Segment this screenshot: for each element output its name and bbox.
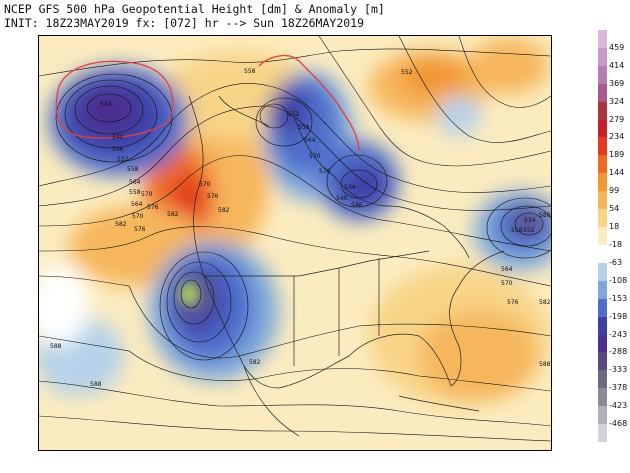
color-swatch (598, 298, 607, 318)
contour-label: 546 (351, 202, 363, 209)
chart-title: NCEP GFS 500 hPa Geopotential Height [dm… (4, 2, 385, 30)
color-swatch (598, 191, 607, 210)
contour-label: 558 (298, 124, 310, 131)
contour-label: 558 (129, 189, 141, 196)
contour-label: 576 (134, 226, 146, 233)
contour-label: 570 (141, 191, 153, 198)
color-swatch (598, 388, 607, 407)
contour-label: 582 (115, 221, 127, 228)
contour-label: 546 (112, 146, 124, 153)
map-svg: 5585345465525585645705765825405585645705… (39, 36, 551, 450)
contour-label: 588 (50, 343, 62, 350)
contour-label: 564 (129, 179, 141, 186)
color-swatch (598, 173, 607, 192)
contour-label: 534 (100, 101, 112, 108)
color-scale-label: 459 (609, 42, 625, 52)
anomaly-map: 558 534 546 552 558 564 570 576 582 540 558 564 570 5… (38, 35, 552, 451)
color-scale-label: 99 (609, 186, 620, 196)
color-swatch (598, 334, 607, 353)
color-scale: 459 414 369 324 279 234 189 144 99 54 18 -18 -63 -108… (598, 30, 630, 448)
contour-label: 534 (524, 217, 536, 224)
color-scale-label: 369 (609, 78, 625, 88)
contour-label: 540 (336, 195, 348, 202)
color-scale-label: -288 (609, 347, 628, 357)
color-scale-label: 234 (609, 132, 625, 142)
contour-label: 570 (501, 280, 513, 287)
color-swatch (598, 262, 607, 282)
color-scale-label: -378 (609, 383, 628, 393)
color-swatch (598, 424, 607, 443)
color-swatch (598, 209, 607, 228)
color-scale-label: 414 (609, 60, 625, 70)
color-swatch (598, 370, 607, 389)
anomaly-fill-layer (39, 38, 551, 406)
color-swatch (598, 280, 607, 300)
contour-label: 582 (539, 299, 551, 306)
contour-label: 558 (127, 166, 139, 173)
color-swatch (598, 83, 607, 103)
title-line-2: INIT: 18Z23MAY2019 fx: [072] hr --> Sun … (4, 16, 365, 30)
title-line-1: NCEP GFS 500 hPa Geopotential Height [dm… (4, 2, 385, 16)
color-scale-label: 189 (609, 150, 625, 160)
color-swatch (598, 227, 607, 246)
contour-label: 582 (167, 211, 179, 218)
color-swatch (598, 155, 607, 174)
contour-label: 582 (249, 359, 261, 366)
color-swatch (598, 30, 607, 49)
contour-label: 576 (207, 193, 219, 200)
contour-label: 552 (401, 69, 413, 76)
contour-label: 588 (539, 212, 551, 219)
color-scale-label: -153 (609, 293, 628, 303)
contour-label: 564 (131, 201, 143, 208)
highlight-contours (55, 54, 360, 152)
contour-label: 582 (218, 207, 230, 214)
color-scale-label: 324 (609, 96, 625, 106)
color-swatch (598, 47, 607, 67)
color-swatch (598, 406, 607, 425)
contour-label: 534 (344, 184, 356, 191)
contour-label: 588 (90, 381, 102, 388)
color-scale-label: -243 (609, 329, 628, 339)
color-scale-label: 279 (609, 114, 625, 124)
contour-label: 570 (132, 213, 144, 220)
contour-label: 570 (199, 181, 211, 188)
contour-label: 558 (244, 68, 256, 75)
color-swatch (598, 137, 607, 156)
contour-label: 570 (309, 153, 321, 160)
color-swatch (598, 316, 607, 335)
color-scale-label: -423 (609, 401, 628, 411)
color-scale-label: 144 (609, 168, 625, 178)
color-scale-label: 54 (609, 204, 620, 214)
color-scale-label: -468 (609, 419, 628, 429)
contour-label: 552 (288, 111, 300, 118)
color-swatch (598, 244, 607, 264)
color-swatch (598, 119, 607, 138)
color-scale-label: -198 (609, 311, 628, 321)
contour-label: 564 (501, 266, 513, 273)
contour-labels: 5585345465525585645705765825405585645705… (50, 68, 551, 388)
color-scale-label: -108 (609, 275, 628, 285)
color-swatch (598, 352, 607, 371)
contour-label: 588 (539, 361, 551, 368)
color-scale-label: -333 (609, 365, 628, 375)
contour-label: 540 (112, 134, 124, 141)
color-scale-label: -63 (609, 257, 623, 267)
color-swatch (598, 65, 607, 85)
contour-label: 576 (147, 204, 159, 211)
contour-label: 564 (304, 137, 316, 144)
contour-label: 552 (523, 227, 535, 234)
contour-label: 558 (511, 227, 523, 234)
color-swatch (598, 101, 607, 121)
coastlines (188, 95, 505, 437)
contour-label: 552 (117, 156, 129, 163)
height-contours (39, 36, 551, 442)
contour-label: 576 (507, 299, 519, 306)
contour-label: 576 (319, 168, 331, 175)
color-scale-label: 18 (609, 222, 620, 232)
color-scale-label: -18 (609, 239, 623, 249)
